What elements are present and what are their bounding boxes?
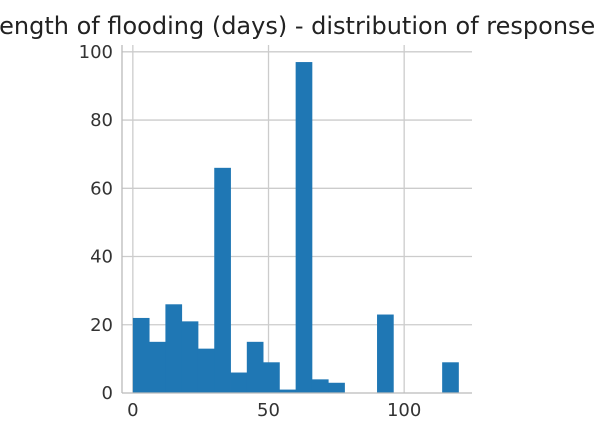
x-tick-label: 50 [257,400,280,421]
chart-title: Length of flooding (days) - distribution… [0,12,594,40]
y-tick-label: 20 [90,315,113,336]
histogram-bars [132,62,459,393]
histogram-bar [181,321,199,393]
histogram-bar [263,362,280,393]
histogram-bar [246,341,264,393]
histogram-bar [230,372,248,393]
axes [121,45,472,394]
histogram-bar [149,341,166,393]
histogram-bar [214,167,231,393]
y-tick-label: 60 [90,178,113,199]
histogram-bar [311,379,329,393]
y-tick-label: 40 [90,247,113,268]
histogram-bar [279,389,297,393]
y-tick-label: 100 [79,42,113,63]
histogram-bar [132,317,150,393]
histogram-bar [442,362,459,393]
histogram-bar [377,314,394,393]
histogram-bar [197,348,215,393]
y-tick-label: 0 [102,383,113,404]
y-tick-label: 80 [90,110,113,131]
histogram-bar [165,304,183,393]
histogram-bar [328,382,345,393]
histogram-bar [295,62,313,393]
x-tick-label: 0 [127,400,138,421]
tick-labels: 0 20 40 60 80 100 0 50 100 [79,42,422,421]
x-tick-label: 100 [387,400,421,421]
